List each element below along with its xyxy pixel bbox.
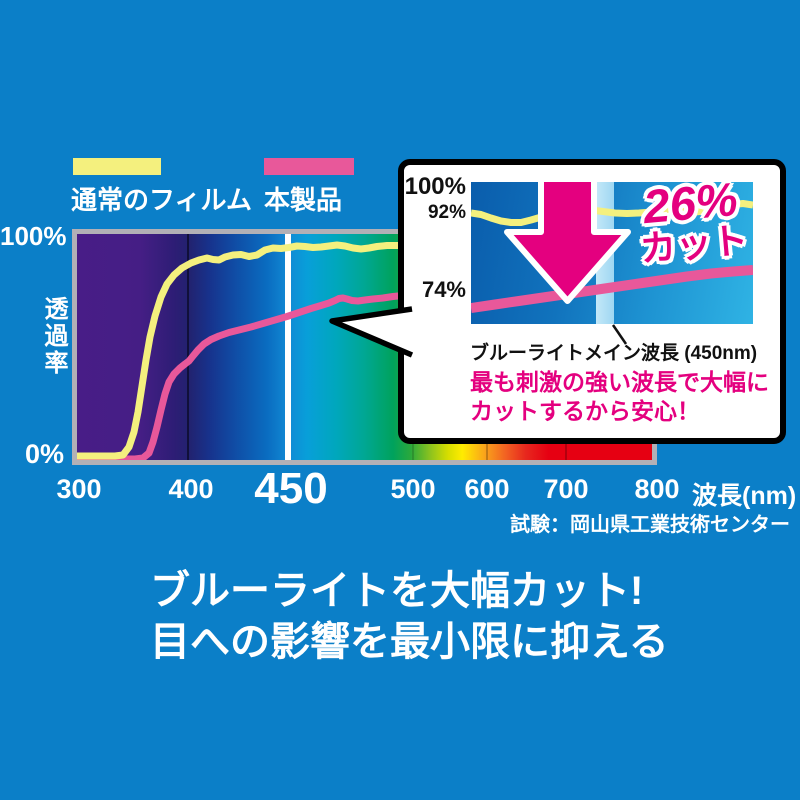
x-tick-450-highlight: 450 bbox=[254, 464, 328, 513]
legend-label-product: 本製品 bbox=[264, 185, 343, 215]
mini-normal-film-curve bbox=[471, 200, 753, 226]
legend-swatch-product bbox=[264, 158, 354, 175]
product-curve bbox=[77, 291, 415, 460]
headline-line2: 目への影響を最小限に抑える bbox=[150, 620, 669, 664]
x-axis-unit-label: 波長(nm) bbox=[692, 482, 797, 510]
down-arrow-icon bbox=[504, 182, 631, 304]
normal-film-curve bbox=[77, 241, 415, 460]
wavelength-caption: ブルーライトメイン波長 (450nm) bbox=[470, 343, 758, 364]
headline: ブルーライトを大幅カット! 目への影響を最小限に抑える bbox=[150, 566, 669, 668]
caption-leader-line bbox=[611, 324, 628, 345]
callout-pointer bbox=[329, 306, 414, 358]
x-tick-800: 800 bbox=[634, 474, 680, 504]
x-tick-300: 300 bbox=[56, 474, 102, 504]
zoomed-mini-chart bbox=[471, 182, 753, 324]
x-tick-400: 400 bbox=[168, 474, 214, 504]
x-tick-600: 600 bbox=[464, 474, 510, 504]
gridline-400nm bbox=[187, 234, 189, 460]
callout-message-line1: 最も刺激の強い波長で大幅に bbox=[470, 369, 769, 395]
mini-chart-curves bbox=[471, 182, 753, 313]
callout-message-line2: カットするから安心！ bbox=[470, 398, 700, 424]
zoom-callout-box: 100% 92% 74% 26% カット ブルーライトメイン波長 (450nm)… bbox=[398, 159, 786, 444]
y-axis-max-label: 100% bbox=[0, 221, 67, 251]
transmittance-curves bbox=[77, 241, 415, 460]
y-axis-min-label: 0% bbox=[24, 439, 64, 469]
callout-label-100: 100% bbox=[404, 173, 466, 200]
x-tick-500: 500 bbox=[390, 474, 436, 504]
headline-line1: ブルーライトを大幅カット! bbox=[150, 569, 644, 613]
y-axis-title: 透過率 bbox=[40, 296, 67, 377]
mini-product-curve bbox=[471, 265, 753, 313]
cut-percentage-badge: 26% カット bbox=[623, 172, 762, 269]
test-institution-note: 試験：岡山県工業技術センター bbox=[510, 514, 790, 536]
x-tick-700: 700 bbox=[543, 474, 589, 504]
legend-label-normal-film: 通常のフィルム bbox=[71, 185, 252, 215]
callout-label-92: 92% bbox=[427, 202, 466, 223]
legend-swatch-normal-film bbox=[73, 158, 161, 175]
gridline-450nm-highlight bbox=[285, 234, 291, 460]
callout-label-74: 74% bbox=[421, 277, 466, 302]
